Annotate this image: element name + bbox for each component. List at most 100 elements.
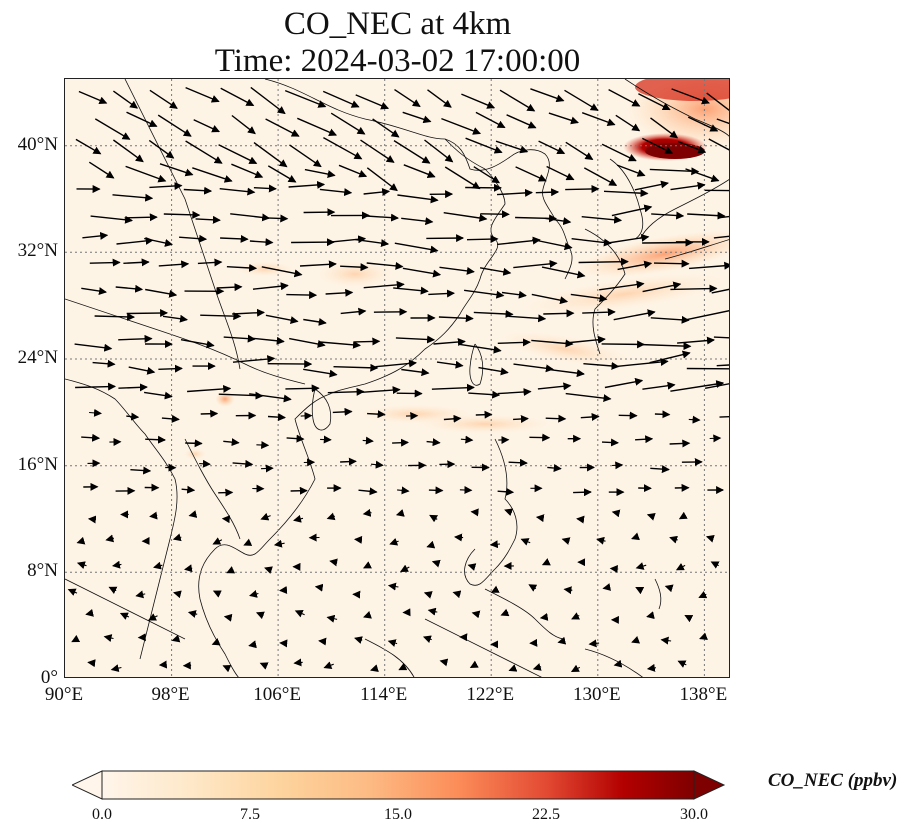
wind-arrow — [602, 583, 612, 591]
wind-arrow — [89, 408, 102, 417]
wind-arrow — [651, 211, 685, 220]
wind-arrow — [87, 659, 96, 668]
wind-arrow — [363, 611, 372, 619]
wind-arrow — [452, 590, 462, 599]
wind-arrow — [545, 414, 567, 423]
wind-arrow — [326, 512, 336, 521]
wind-arrow — [710, 561, 720, 569]
wind-arrow — [397, 194, 439, 204]
wind-arrow — [253, 184, 277, 193]
wind-arrow — [118, 334, 153, 343]
wind-arrow — [118, 383, 148, 392]
wind-arrow — [535, 188, 560, 197]
wind-arrow — [362, 436, 374, 445]
wind-arrow — [646, 663, 656, 672]
wind-arrow — [468, 390, 501, 399]
wind-arrow — [581, 215, 623, 224]
wind-arrow — [361, 386, 401, 395]
wind-arrow — [222, 664, 232, 673]
wind-arrow — [499, 89, 536, 112]
wind-arrow — [513, 363, 554, 373]
wind-arrow — [130, 466, 152, 475]
wind-arrow — [115, 284, 144, 293]
wind-arrow — [185, 140, 223, 164]
wind-arrow — [670, 284, 718, 293]
wind-arrow — [74, 343, 113, 352]
wind-arrow — [81, 287, 107, 295]
wind-arrow — [427, 89, 452, 108]
wind-arrow — [685, 310, 729, 321]
wind-arrow — [188, 510, 198, 518]
wind-arrow — [171, 634, 181, 643]
wind-arrow — [76, 561, 87, 569]
wind-arrow — [460, 435, 474, 444]
wind-arrow — [220, 234, 249, 243]
wind-arrow — [576, 515, 585, 524]
map-title-line1: CO_NEC at 4km — [283, 6, 512, 42]
wind-arrow — [265, 118, 300, 137]
wind-arrow — [319, 340, 361, 349]
wind-arrow — [255, 611, 265, 620]
wind-arrow — [367, 410, 386, 419]
wind-arrow — [293, 514, 304, 523]
wind-arrow — [319, 188, 353, 197]
wind-arrow — [427, 607, 438, 616]
wind-arrow — [197, 258, 223, 267]
wind-arrow — [653, 259, 690, 268]
wind-arrow — [395, 509, 405, 517]
wind-arrow — [199, 459, 211, 468]
wind-arrow — [193, 119, 221, 133]
wind-arrow — [363, 188, 391, 197]
wind-arrow — [650, 465, 670, 474]
colorbar-min-extend — [72, 770, 103, 800]
wind-arrow — [162, 314, 188, 323]
wind-arrow — [284, 89, 327, 108]
wind-arrow — [88, 161, 115, 179]
wind-arrow — [103, 634, 114, 642]
wind-arrow — [253, 142, 288, 168]
colorbar-max-extend — [693, 770, 726, 800]
wind-arrow — [520, 538, 531, 546]
wind-arrow — [530, 88, 565, 103]
colorbar-tick-label: 7.5 — [240, 806, 260, 823]
wind-arrow — [541, 266, 586, 279]
wind-arrow — [192, 167, 233, 183]
wind-arrow — [704, 383, 729, 389]
wind-arrow — [616, 164, 646, 177]
wind-arrow — [173, 590, 182, 599]
wind-arrow — [631, 636, 641, 644]
wind-arrow — [218, 391, 264, 400]
colorbar — [72, 770, 726, 800]
wind-arrow — [126, 412, 140, 421]
wind-arrow — [366, 261, 404, 270]
wind-arrow — [599, 280, 645, 291]
wind-arrow — [226, 566, 236, 574]
wind-arrow — [685, 168, 720, 183]
wind-arrow — [289, 144, 322, 168]
wind-arrow — [646, 611, 655, 620]
wind-arrow — [112, 193, 154, 202]
wind-arrow — [387, 582, 399, 591]
wind-arrow — [583, 167, 618, 187]
wind-arrow — [144, 237, 173, 247]
wind-arrow — [323, 136, 363, 160]
wind-arrow — [401, 217, 434, 226]
lon-tick-label: 114°E — [360, 684, 408, 705]
lat-tick-label: 40°N — [17, 133, 58, 155]
wind-arrow — [249, 393, 292, 403]
wind-arrow — [333, 363, 379, 372]
wind-arrow — [604, 233, 650, 245]
wind-arrow — [128, 366, 156, 375]
wind-arrow — [459, 485, 473, 494]
wind-arrow — [92, 359, 116, 368]
wind-arrow — [355, 238, 390, 248]
wind-arrow — [428, 486, 444, 495]
wind-arrow — [508, 458, 528, 467]
lon-tick-label: 98°E — [151, 684, 190, 705]
wind-arrow — [687, 116, 719, 132]
wind-arrow — [688, 415, 701, 424]
wind-arrow — [501, 290, 527, 299]
wind-arrow — [557, 636, 567, 645]
wind-arrow — [570, 664, 581, 672]
wind-arrow — [187, 610, 198, 618]
